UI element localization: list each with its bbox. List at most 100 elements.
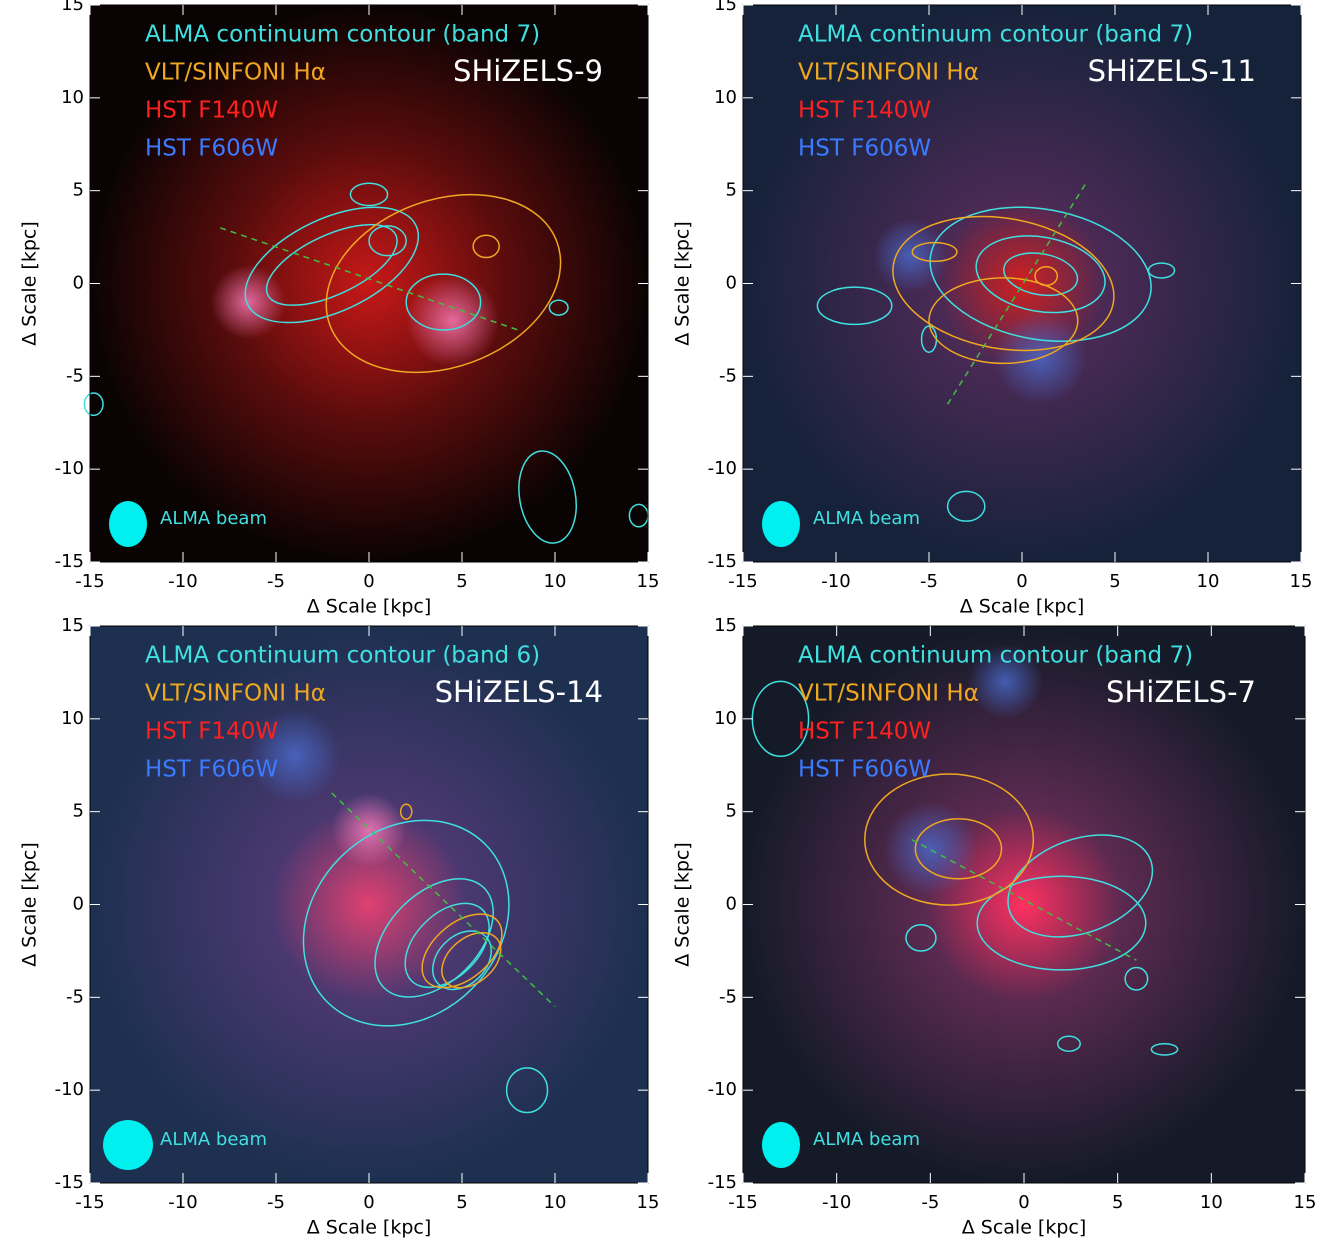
y-tick-label: -10: [708, 1079, 737, 1100]
x-tick-label: -10: [821, 571, 850, 592]
y-tick-label: -10: [708, 458, 737, 479]
beam: [762, 501, 800, 547]
contour: [1124, 966, 1149, 991]
legend-entry: HST F606W: [798, 136, 931, 162]
x-tick-label: -5: [267, 1192, 285, 1213]
y-tick-label: 0: [73, 894, 84, 915]
x-tick-label: 10: [544, 1192, 567, 1213]
contour: [83, 392, 104, 417]
legend-entry: HST F606W: [145, 757, 278, 783]
y-tick-label: -15: [55, 1172, 84, 1193]
contour: [265, 223, 398, 306]
x-tick-label: 5: [1112, 1192, 1123, 1213]
y-tick-label: -15: [55, 551, 84, 572]
y-tick-label: 5: [73, 801, 84, 822]
x-tick-label: -15: [728, 1192, 757, 1213]
source-glow: [873, 218, 948, 293]
contour: [864, 773, 1035, 906]
x-tick-label: -15: [75, 1192, 104, 1213]
x-tick-label: 5: [456, 571, 467, 592]
panel: -15 -10 -5 0 5 10 15 -15 -10 -5 0 5 10 15 Δ Scale [kpc…: [672, 615, 1317, 1239]
object-name: SHiZELS-11: [1088, 54, 1256, 88]
major-axis: [911, 838, 1137, 961]
contour: [1147, 262, 1176, 279]
source-glow: [883, 801, 978, 896]
y-tick-label: 15: [61, 615, 84, 636]
source-glow: [967, 644, 1043, 720]
y-tick-label: -15: [708, 551, 737, 572]
contour: [404, 902, 490, 989]
x-tick-label: -15: [75, 571, 104, 592]
x-tick-label: 0: [363, 1192, 374, 1213]
x-axis-label: Δ Scale [kpc]: [962, 1217, 1087, 1239]
panel: -15 -10 -5 0 5 10 15 -15 -10 -5 0 5 10 15 Δ Scale [kpc…: [19, 0, 660, 618]
contour: [976, 875, 1147, 971]
y-tick-label: -10: [55, 1079, 84, 1100]
legend-entry: VLT/SINFONI Hα: [145, 681, 326, 707]
panel: -15 -10 -5 0 5 10 15 -15 -10 -5 0 5 10 15 Δ Scale [kpc…: [672, 0, 1313, 618]
source-glow: [406, 274, 500, 368]
legend-entry: ALMA continuum contour (band 7): [798, 643, 1193, 669]
x-axis-label: Δ Scale [kpc]: [307, 1217, 432, 1239]
legend-entry: ALMA continuum contour (band 7): [145, 22, 540, 48]
contour: [405, 273, 482, 331]
x-tick-label: 15: [637, 1192, 660, 1213]
legend-entry: VLT/SINFONI Hα: [798, 681, 979, 707]
contour: [1150, 1042, 1179, 1056]
contour: [975, 235, 1106, 314]
legend-entry: VLT/SINFONI Hα: [798, 60, 979, 86]
contour: [1007, 834, 1154, 938]
y-tick-label: -5: [719, 365, 737, 386]
contour: [1034, 266, 1059, 287]
contour: [928, 277, 1079, 365]
contour: [399, 803, 413, 820]
x-tick-label: -10: [822, 1192, 851, 1213]
contour: [441, 931, 502, 989]
legend-entry: VLT/SINFONI Hα: [145, 60, 326, 86]
source-glow: [248, 709, 342, 803]
contour: [518, 450, 577, 544]
image: [743, 626, 1305, 1183]
legend-entry: HST F140W: [145, 98, 278, 124]
legend-entry: ALMA continuum contour (band 6): [145, 643, 540, 669]
x-tick-label: 10: [1197, 571, 1220, 592]
y-tick-label: 10: [61, 708, 84, 729]
contour: [244, 206, 420, 324]
x-tick-label: -10: [168, 571, 197, 592]
y-axis-label: Δ Scale [kpc]: [672, 842, 694, 967]
x-tick-label: -15: [728, 571, 757, 592]
x-tick-label: 0: [1016, 571, 1027, 592]
object-name: SHiZELS-9: [453, 54, 603, 88]
contour: [929, 206, 1152, 342]
x-tick-label: 0: [363, 571, 374, 592]
y-tick-label: -5: [66, 986, 84, 1007]
y-tick-label: 0: [726, 894, 737, 915]
contour: [368, 225, 407, 257]
y-axis-label: Δ Scale [kpc]: [19, 842, 41, 967]
contour: [421, 913, 503, 989]
y-tick-label: 0: [726, 273, 737, 294]
y-tick-label: 5: [726, 801, 737, 822]
beam-label: ALMA beam: [813, 508, 920, 529]
y-axis-label: Δ Scale [kpc]: [19, 221, 41, 346]
contour: [505, 1067, 549, 1114]
beam: [103, 1120, 153, 1170]
contour: [374, 878, 494, 998]
x-tick-label: 5: [456, 1192, 467, 1213]
beam-label: ALMA beam: [813, 1129, 920, 1150]
y-tick-label: -5: [66, 365, 84, 386]
y-tick-label: 10: [714, 708, 737, 729]
contour: [302, 819, 510, 1027]
image: [743, 5, 1301, 562]
contour: [548, 299, 569, 316]
beam-label: ALMA beam: [160, 1129, 267, 1150]
legend-entry: HST F140W: [798, 719, 931, 745]
y-tick-label: -10: [55, 458, 84, 479]
beam-label: ALMA beam: [160, 508, 267, 529]
legend-entry: HST F140W: [145, 719, 278, 745]
x-tick-label: -5: [267, 571, 285, 592]
contour: [946, 490, 986, 522]
contour: [432, 930, 492, 991]
x-tick-label: 0: [1018, 1192, 1029, 1213]
image: [90, 5, 648, 562]
